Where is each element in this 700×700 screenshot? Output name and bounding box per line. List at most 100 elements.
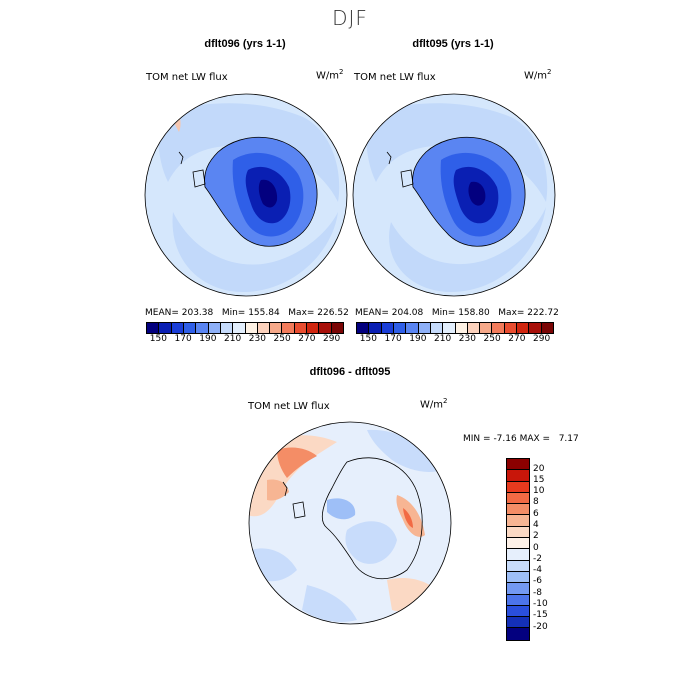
colorbar-swatch [507, 594, 529, 606]
colorbar-tick-label: 170 [174, 334, 192, 344]
colorbar-swatch [507, 549, 529, 561]
colorbar-left-ticks: 150 170 190 210 230 250 270 290 [146, 334, 344, 344]
panel-left-title: dflt096 (yrs 1-1) [204, 38, 286, 50]
colorbar-level-label: -6 [533, 576, 542, 587]
colorbar-swatch [507, 470, 529, 482]
panel-left-stats: MEAN= 203.38 Min= 155.84 Max= 226.52 [145, 308, 349, 318]
colorbar-tick-label: 190 [199, 334, 217, 344]
panel-left-variable-label: TOM net LW flux [146, 72, 228, 83]
colorbar-swatch [504, 323, 518, 333]
colorbar-swatch [147, 323, 160, 333]
colorbar-swatch [257, 323, 271, 333]
colorbar-level-label: -8 [533, 587, 542, 598]
colorbar-swatch [507, 538, 529, 550]
colorbar-swatch [357, 323, 370, 333]
panel-right-variable-label: TOM net LW flux [354, 72, 436, 83]
colorbar-swatch [455, 323, 468, 333]
colorbar-difference-labels: 20 15 10 8 6 4 2 0 -2 -4 -6 -8 -10 -15 -20 [533, 464, 548, 633]
colorbar-swatch [507, 481, 529, 493]
colorbar-swatch [171, 323, 184, 333]
colorbar-swatch [507, 617, 529, 629]
colorbar-swatch [507, 515, 529, 527]
colorbar-swatch [294, 323, 308, 333]
panel-right-units: W/m2 [524, 68, 552, 82]
colorbar-swatch [507, 560, 529, 572]
colorbar-swatch [541, 323, 553, 333]
colorbar-swatch [183, 323, 197, 333]
panel-right-stats: MEAN= 204.08 Min= 158.80 Max= 222.72 [355, 308, 559, 318]
colorbar-swatch [196, 323, 209, 333]
colorbar-right: 150 170 190 210 230 250 270 290 [356, 322, 554, 344]
diff-panel-units: W/m2 [420, 397, 448, 411]
diff-panel-variable-label: TOM net LW flux [248, 401, 330, 412]
colorbar-right-ticks: 150 170 190 210 230 250 270 290 [356, 334, 554, 344]
colorbar-left: 150 170 190 210 230 250 270 290 [146, 322, 344, 344]
colorbar-swatch [220, 323, 234, 333]
colorbar-tick-label: 170 [384, 334, 402, 344]
colorbar-level-label: -15 [533, 610, 548, 621]
colorbar-swatch [467, 323, 481, 333]
map-left [144, 93, 348, 297]
colorbar-tick-label: 250 [273, 334, 291, 344]
colorbar-level-label: 8 [533, 497, 539, 508]
colorbar-swatch [319, 323, 332, 333]
page-title: DJF [332, 6, 368, 30]
colorbar-tick-label: 230 [458, 334, 476, 344]
colorbar-swatch [369, 323, 382, 333]
colorbar-swatch [159, 323, 172, 333]
colorbar-level-label: 0 [533, 542, 539, 553]
colorbar-right-swatches [356, 322, 554, 334]
colorbar-level-label: -4 [533, 565, 542, 576]
colorbar-swatch [507, 583, 529, 595]
colorbar-swatch [492, 323, 505, 333]
colorbar-swatch [208, 323, 221, 333]
diff-panel-minmax: MIN = -7.16 MAX = 7.17 [463, 434, 579, 444]
colorbar-swatch [507, 571, 529, 584]
colorbar-tick-label: 210 [434, 334, 452, 344]
colorbar-tick-label: 150 [149, 334, 167, 344]
colorbar-swatch [381, 323, 394, 333]
colorbar-swatch [393, 323, 407, 333]
colorbar-swatch [406, 323, 419, 333]
colorbar-tick-label: 250 [483, 334, 501, 344]
colorbar-difference [506, 458, 530, 641]
colorbar-level-label: -10 [533, 599, 548, 610]
colorbar-swatch [270, 323, 283, 333]
colorbar-level-label: 2 [533, 531, 539, 542]
colorbar-swatch [233, 323, 246, 333]
colorbar-tick-label: 210 [224, 334, 242, 344]
colorbar-swatch [529, 323, 542, 333]
colorbar-swatch [517, 323, 530, 333]
colorbar-swatch [282, 323, 295, 333]
colorbar-swatch [418, 323, 431, 333]
panel-right-title: dflt095 (yrs 1-1) [412, 38, 494, 50]
colorbar-swatch [430, 323, 444, 333]
colorbar-swatch [507, 526, 529, 539]
colorbar-swatch [480, 323, 493, 333]
colorbar-tick-label: 290 [323, 334, 341, 344]
map-right [352, 93, 556, 297]
colorbar-tick-label: 290 [533, 334, 551, 344]
colorbar-level-label: -20 [533, 621, 548, 632]
colorbar-tick-label: 270 [298, 334, 316, 344]
colorbar-tick-label: 150 [359, 334, 377, 344]
colorbar-level-label: 15 [533, 474, 545, 485]
colorbar-swatch [507, 459, 529, 471]
colorbar-level-label: 6 [533, 508, 539, 519]
colorbar-tick-label: 190 [409, 334, 427, 344]
colorbar-swatch [331, 323, 343, 333]
colorbar-tick-label: 230 [248, 334, 266, 344]
colorbar-level-label: 4 [533, 519, 539, 530]
colorbar-tick-label: 270 [508, 334, 526, 344]
colorbar-swatch [245, 323, 258, 333]
colorbar-swatch [443, 323, 456, 333]
colorbar-level-label: 20 [533, 463, 545, 474]
colorbar-swatch [507, 605, 529, 618]
colorbar-swatch [507, 504, 529, 516]
diff-panel-title: dflt096 - dflt095 [309, 366, 391, 378]
colorbar-level-label: 10 [533, 486, 545, 497]
map-difference [248, 421, 452, 625]
colorbar-left-swatches [146, 322, 344, 334]
colorbar-level-label: -2 [533, 553, 542, 564]
colorbar-swatch [507, 628, 529, 640]
